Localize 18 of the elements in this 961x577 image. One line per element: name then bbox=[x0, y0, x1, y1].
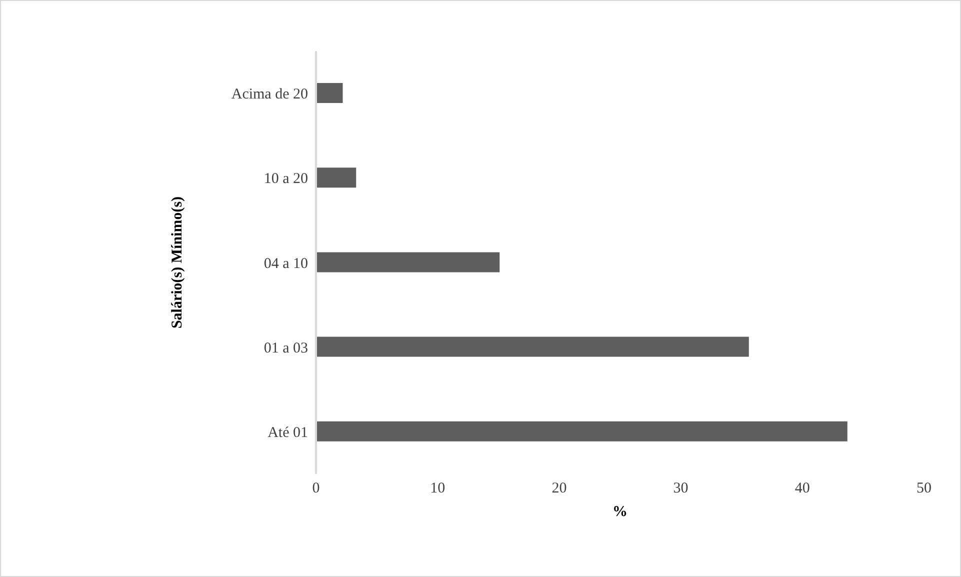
x-tick-label: 10 bbox=[430, 480, 446, 497]
y-tick-label: Acima de 20 bbox=[231, 86, 308, 103]
y-tick-label: 04 a 10 bbox=[264, 256, 308, 272]
bar bbox=[316, 83, 343, 103]
x-tick-label: 20 bbox=[552, 480, 567, 497]
bar bbox=[316, 421, 848, 442]
x-tick-label: 50 bbox=[916, 480, 932, 497]
y-tick-label: Até 01 bbox=[268, 425, 308, 442]
x-axis-title: % bbox=[612, 504, 628, 520]
bar bbox=[316, 252, 500, 272]
y-axis-title: Salário(s) Mínimo(s) bbox=[169, 196, 186, 329]
x-tick-label: 40 bbox=[794, 480, 810, 497]
y-tick-label: 01 a 03 bbox=[264, 340, 308, 356]
x-tick-label: 0 bbox=[312, 480, 320, 497]
y-tick-label: 10 a 20 bbox=[264, 171, 308, 188]
bar bbox=[316, 168, 356, 188]
x-tick-label: 30 bbox=[673, 480, 688, 497]
bar bbox=[316, 336, 749, 357]
